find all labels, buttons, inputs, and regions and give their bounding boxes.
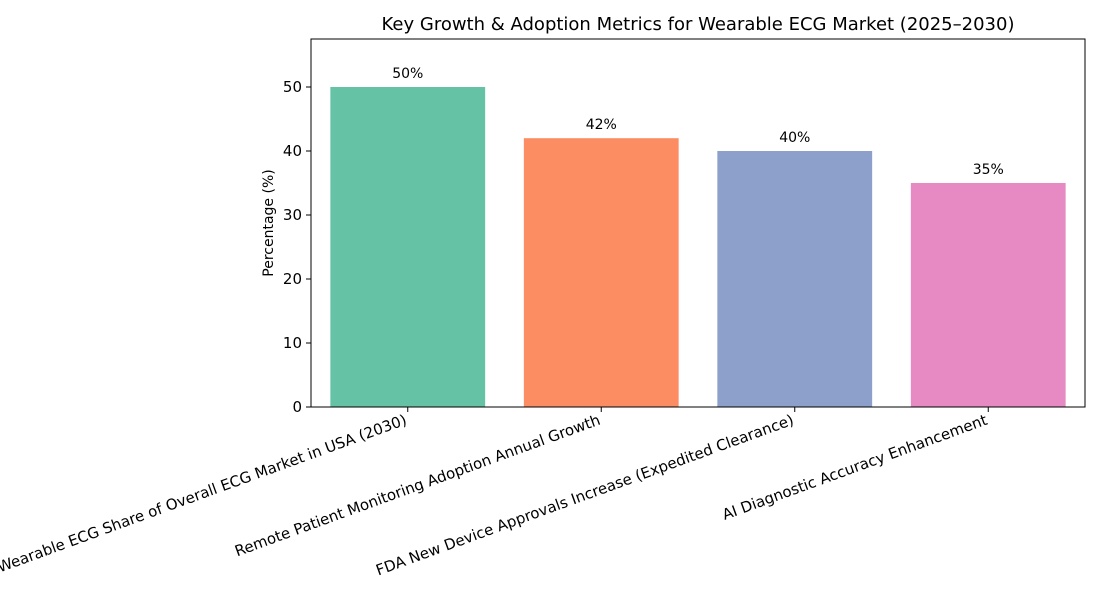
plot-frame [310,38,1086,408]
y-tick-label: 30 [283,206,302,224]
y-tick-label: 0 [292,398,302,416]
x-category-label: Wearable ECG Share of Overall ECG Market… [0,411,409,576]
y-tick-label: 50 [283,78,302,96]
bar [910,183,1066,407]
bar [330,87,486,407]
y-tick-label: 20 [283,270,302,288]
y-axis: 0 10 20 30 40 50 [283,78,311,416]
bar-value-label: 40% [779,130,810,146]
bar-value-label: 50% [392,66,423,82]
x-category-label: Remote Patient Monitoring Adoption Annua… [232,411,602,560]
bar-value-label: 35% [973,162,1004,178]
bar [523,138,679,407]
x-axis: Wearable ECG Share of Overall ECG Market… [0,407,990,579]
y-tick-label: 10 [283,334,302,352]
y-tick-label: 40 [283,142,302,160]
chart-title: Key Growth & Adoption Metrics for Wearab… [382,14,1015,35]
bars-group: 50% 42% 40% 35% [330,66,1066,407]
bar [717,151,873,407]
y-axis-label: Percentage (%) [261,169,277,276]
bar-value-label: 42% [586,117,617,133]
x-category-label: FDA New Device Approvals Increase (Exped… [374,411,797,579]
